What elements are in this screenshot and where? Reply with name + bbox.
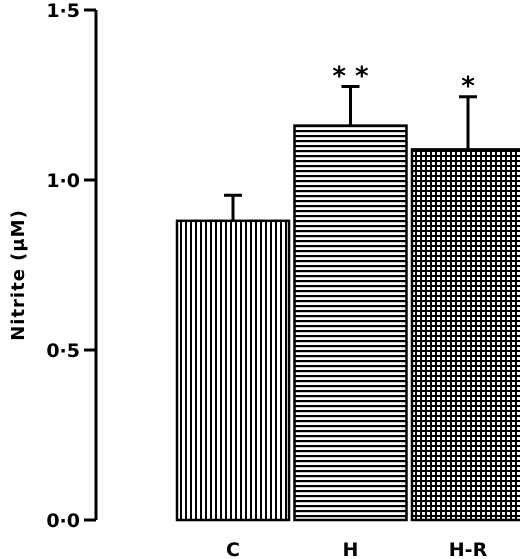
significance-label: *: [461, 72, 475, 102]
bar-h-r: [410, 148, 520, 522]
significance-marks: * * *: [332, 62, 475, 102]
category-label: H-R: [449, 539, 488, 559]
error-bars: [224, 85, 477, 221]
y-axis-label: Nitrite (μM): [8, 209, 29, 341]
y-tick-label: 1·0: [46, 170, 80, 192]
bars: [175, 124, 520, 522]
y-axis: 0·0 0·5 1·0 1·5: [46, 0, 98, 532]
y-tick-label: 0·0: [46, 510, 80, 532]
y-tick-label: 0·5: [46, 340, 80, 362]
bar-h: [293, 124, 408, 522]
category-label: C: [226, 539, 240, 559]
x-axis-labels: C H H-R: [226, 539, 488, 559]
y-tick-label: 1·5: [46, 0, 80, 22]
category-label: H: [343, 539, 359, 559]
bar-c: [175, 219, 291, 522]
significance-label: * *: [332, 62, 369, 92]
